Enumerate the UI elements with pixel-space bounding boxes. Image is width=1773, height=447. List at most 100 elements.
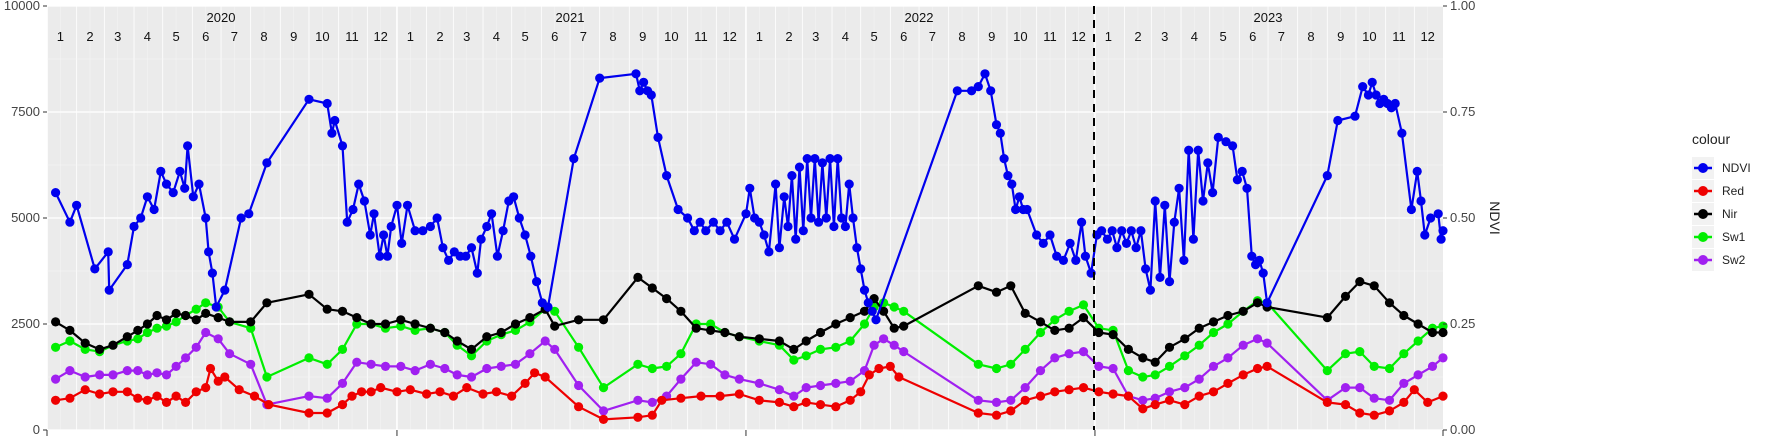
- data-point: [783, 221, 793, 232]
- data-point: [161, 179, 172, 189]
- month-label: 3: [114, 29, 121, 44]
- year-labels: 2020 2021 2022 2023: [207, 10, 1283, 25]
- data-point: [510, 319, 521, 329]
- data-point: [425, 323, 435, 333]
- data-point: [396, 321, 406, 331]
- data-point: [1003, 171, 1013, 181]
- y-left-tick-label: 10000: [4, 0, 40, 13]
- data-point: [1121, 238, 1132, 248]
- data-point: [149, 204, 159, 215]
- data-point: [51, 342, 61, 352]
- data-point: [1384, 406, 1395, 416]
- data-point: [814, 217, 824, 227]
- data-point: [1032, 230, 1042, 240]
- data-point: [1406, 204, 1416, 215]
- data-point: [342, 217, 352, 227]
- data-point: [1035, 317, 1046, 327]
- data-point: [246, 317, 256, 327]
- month-label: 10: [1362, 29, 1376, 44]
- data-point: [478, 389, 488, 399]
- data-point: [1238, 306, 1248, 316]
- data-point: [1340, 349, 1351, 359]
- data-point: [647, 397, 657, 407]
- data-point: [491, 387, 501, 397]
- legend-marker: [1698, 163, 1708, 173]
- data-point: [1433, 209, 1443, 219]
- data-point: [999, 154, 1009, 164]
- data-point: [754, 378, 764, 388]
- data-point: [1194, 340, 1204, 350]
- legend-entry-sw2: Sw2: [1692, 249, 1746, 271]
- data-point: [973, 359, 983, 369]
- data-point: [1333, 115, 1343, 126]
- data-point: [1155, 272, 1165, 282]
- data-point: [354, 179, 364, 189]
- data-point: [1064, 306, 1074, 316]
- data-point: [156, 166, 166, 176]
- data-point: [871, 315, 881, 325]
- data-point: [122, 366, 132, 376]
- series-line-sw1: [55, 299, 1444, 389]
- legend-entry-sw1: Sw1: [1692, 226, 1746, 248]
- data-point: [864, 370, 874, 380]
- data-point: [142, 192, 152, 202]
- data-point: [1188, 234, 1198, 244]
- data-point: [440, 327, 450, 338]
- data-point: [540, 336, 550, 346]
- data-point: [806, 213, 816, 223]
- data-point: [201, 308, 211, 318]
- grid-lines: [46, 5, 1443, 431]
- data-point: [683, 213, 693, 223]
- data-point: [574, 315, 584, 325]
- data-point: [108, 370, 118, 380]
- data-point: [380, 319, 391, 329]
- month-label: 11: [345, 29, 359, 44]
- month-label: 10: [664, 29, 678, 44]
- data-point: [1358, 82, 1368, 92]
- data-point: [133, 366, 143, 376]
- data-point: [526, 251, 536, 261]
- legend-title: colour: [1692, 131, 1730, 147]
- data-point: [831, 342, 841, 352]
- data-point: [831, 378, 841, 388]
- data-point: [774, 243, 785, 253]
- data-point: [1355, 383, 1365, 393]
- data-point: [598, 406, 609, 416]
- month-label: 1: [1105, 29, 1112, 44]
- y-right-tick-label: 0.25: [1450, 316, 1475, 331]
- month-label: 11: [694, 29, 708, 44]
- month-label: 11: [1392, 29, 1406, 44]
- data-point: [396, 315, 406, 325]
- data-point: [859, 285, 870, 295]
- legend-label: Sw2: [1722, 253, 1746, 267]
- data-point: [973, 395, 983, 405]
- data-point: [95, 389, 105, 399]
- data-point: [122, 260, 132, 270]
- data-point: [1369, 281, 1379, 291]
- data-point: [701, 226, 711, 236]
- data-point: [774, 336, 785, 346]
- month-label: 5: [172, 29, 179, 44]
- data-point: [366, 387, 376, 397]
- data-point: [1223, 353, 1233, 363]
- data-point: [633, 272, 643, 282]
- data-point: [715, 391, 725, 401]
- data-point: [1322, 171, 1332, 181]
- data-point: [379, 230, 389, 240]
- data-point: [322, 408, 332, 418]
- data-point: [104, 285, 114, 295]
- data-point: [90, 264, 100, 274]
- data-point: [598, 315, 609, 325]
- data-point: [352, 313, 362, 323]
- data-point: [1094, 327, 1104, 338]
- month-label: 9: [988, 29, 995, 44]
- data-point: [1126, 226, 1136, 236]
- data-point: [774, 397, 785, 407]
- data-point: [1145, 285, 1155, 295]
- data-point: [1208, 361, 1219, 371]
- data-point: [1141, 264, 1151, 274]
- data-point: [1108, 330, 1118, 340]
- data-point: [1438, 391, 1448, 401]
- data-point: [837, 213, 847, 223]
- data-point: [366, 319, 376, 329]
